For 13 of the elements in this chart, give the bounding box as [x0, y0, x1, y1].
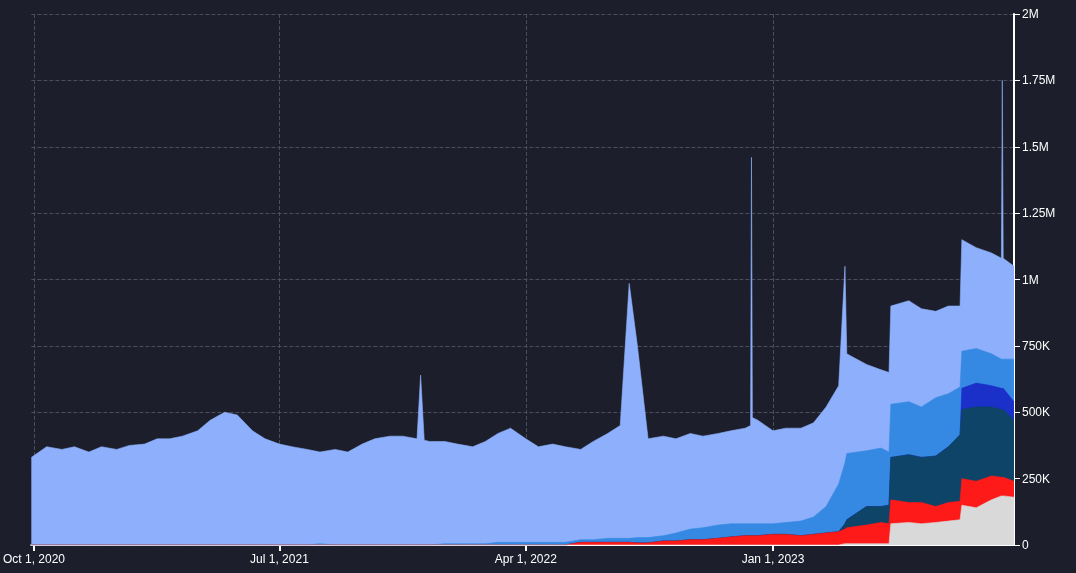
y-tick-label: 1.5M — [1022, 139, 1049, 154]
y-tick-label: 500K — [1022, 405, 1051, 420]
y-tick-label: 750K — [1022, 338, 1051, 353]
y-tick-label: 1.25M — [1022, 206, 1056, 221]
y-tick-label: 0 — [1022, 538, 1029, 552]
x-tick-label: Jul 1, 2021 — [250, 552, 310, 566]
x-tick-label: Oct 1, 2020 — [3, 552, 66, 566]
x-tick-label: Jan 1, 2023 — [741, 552, 805, 566]
y-tick-label: 250K — [1022, 471, 1051, 486]
y-tick-label: 1M — [1022, 272, 1039, 287]
y-tick-label: 2M — [1022, 7, 1039, 21]
x-tick-label: Apr 1, 2022 — [494, 552, 558, 566]
y-tick-label: 1.75M — [1022, 73, 1056, 88]
